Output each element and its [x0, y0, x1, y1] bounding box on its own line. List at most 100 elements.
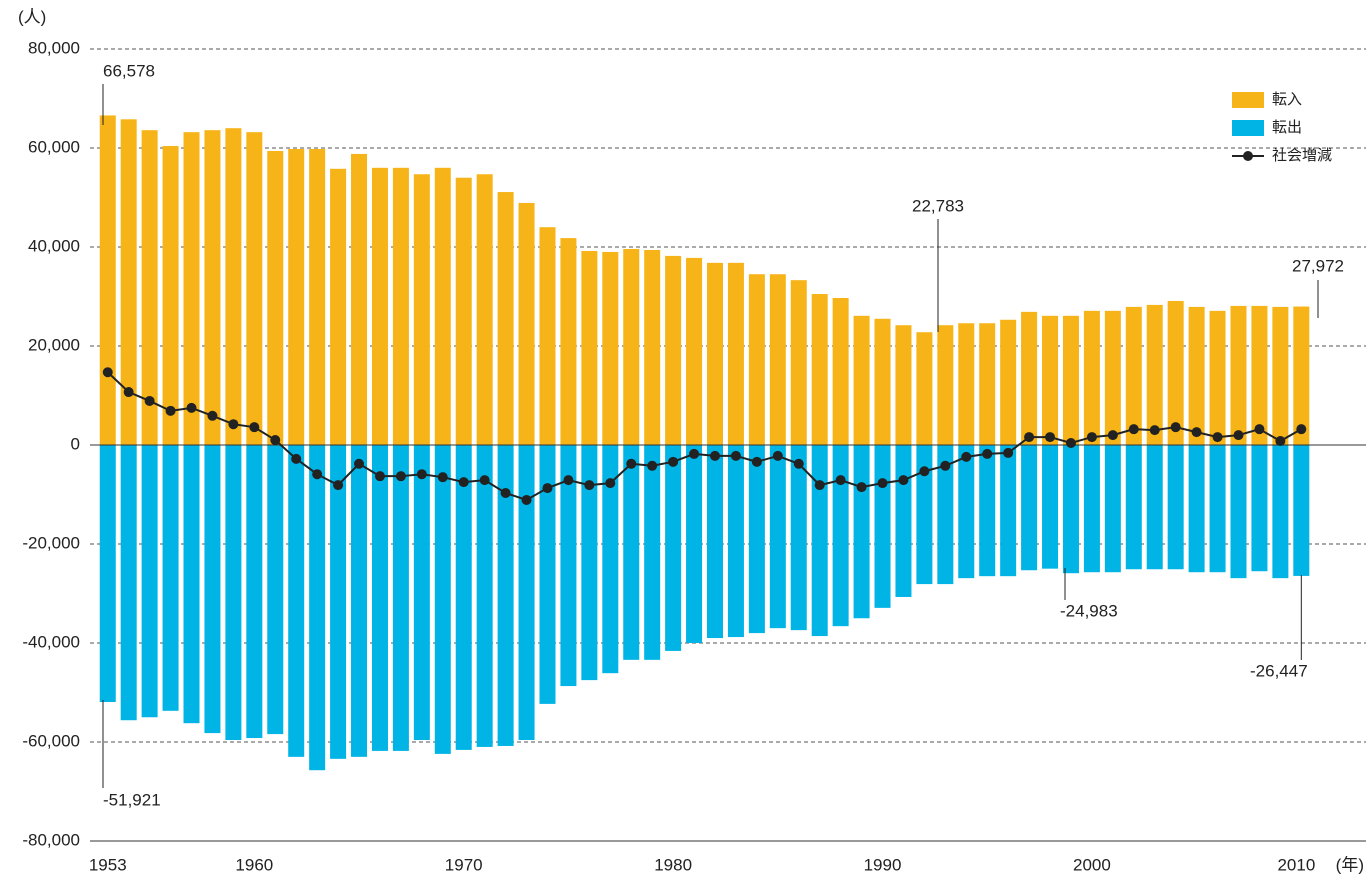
line-point: [940, 460, 951, 471]
bar: [707, 445, 723, 639]
bar: [246, 132, 263, 445]
bar: [895, 445, 912, 597]
legend-marker: [1243, 151, 1253, 161]
bar: [937, 325, 954, 445]
line-point: [961, 451, 972, 462]
bar: [1272, 306, 1289, 445]
bar: [686, 257, 703, 445]
line-point: [312, 469, 323, 480]
bar: [644, 445, 661, 660]
bar: [371, 167, 388, 446]
bar: [351, 445, 368, 757]
line-point: [1296, 424, 1307, 435]
bar: [1125, 306, 1142, 445]
bar: [455, 177, 472, 445]
line-point: [898, 475, 909, 486]
line-point: [626, 458, 637, 469]
bar: [1042, 315, 1059, 445]
bar: [99, 115, 116, 445]
line-point: [730, 450, 741, 461]
line-point: [877, 478, 888, 489]
bar: [455, 445, 472, 750]
line-point: [458, 477, 469, 488]
data-label: 27,972: [1292, 256, 1344, 275]
bar: [790, 445, 807, 631]
bar: [1209, 310, 1226, 445]
bar: [916, 332, 933, 445]
bar: [497, 445, 514, 746]
bar: [1167, 300, 1184, 445]
legend-label: 転出: [1272, 119, 1302, 136]
line-point: [605, 478, 616, 489]
x-axis-label: (年): [1336, 855, 1364, 874]
line-point: [1170, 422, 1181, 433]
bar: [832, 297, 849, 445]
bar: [769, 274, 786, 445]
bar: [267, 150, 284, 445]
bar: [1146, 445, 1163, 570]
bar: [1188, 306, 1205, 445]
x-tick-label: 2000: [1073, 855, 1111, 874]
bar: [1083, 445, 1100, 573]
line-point: [395, 471, 406, 482]
bar: [518, 445, 535, 741]
y-tick-label: 0: [71, 434, 80, 453]
bar: [853, 445, 870, 619]
bar: [811, 445, 828, 637]
line-point: [689, 448, 700, 459]
bar: [392, 445, 409, 751]
bar: [790, 280, 807, 445]
bar: [204, 130, 221, 445]
bar: [288, 148, 305, 446]
line-point: [1212, 432, 1223, 443]
bar: [267, 445, 284, 735]
legend-swatch: [1232, 92, 1264, 108]
bar: [686, 445, 703, 643]
data-label: -51,921: [103, 790, 161, 809]
line-point: [249, 422, 260, 433]
bar: [1293, 306, 1310, 445]
bar: [183, 445, 200, 724]
bar: [392, 167, 409, 446]
line-point: [1191, 427, 1202, 438]
bar: [769, 445, 786, 629]
legend-label: 転入: [1272, 91, 1302, 108]
data-label: -24,983: [1060, 601, 1118, 620]
bar: [120, 119, 137, 445]
bar: [1230, 445, 1247, 579]
y-tick-label: 60,000: [28, 137, 80, 156]
bar: [1209, 445, 1226, 573]
line-point: [793, 458, 804, 469]
line-point: [542, 483, 553, 494]
bar: [937, 445, 954, 585]
bar: [581, 250, 598, 445]
y-axis-label: (人): [18, 7, 46, 26]
bar: [979, 323, 996, 445]
line-point: [919, 466, 930, 477]
bar: [413, 445, 430, 741]
data-label: 66,578: [103, 61, 155, 80]
line-point: [437, 472, 448, 483]
bar: [979, 445, 996, 577]
bar: [832, 445, 849, 627]
line-point: [144, 395, 155, 406]
bar: [560, 238, 577, 445]
bar: [958, 323, 975, 445]
line-point: [1128, 424, 1139, 435]
bar: [874, 318, 891, 445]
bar: [916, 445, 933, 585]
line-point: [647, 460, 658, 471]
bar: [958, 445, 975, 579]
bar: [1000, 445, 1017, 577]
bar: [602, 445, 619, 674]
bar: [727, 445, 744, 638]
bar: [351, 153, 368, 445]
bar: [1104, 310, 1121, 445]
bar: [497, 192, 514, 445]
line-point: [563, 475, 574, 486]
bar: [476, 174, 493, 446]
line: [107, 371, 1302, 502]
bar: [1042, 445, 1059, 569]
line-point: [668, 456, 679, 467]
y-tick-label: 40,000: [28, 236, 80, 255]
